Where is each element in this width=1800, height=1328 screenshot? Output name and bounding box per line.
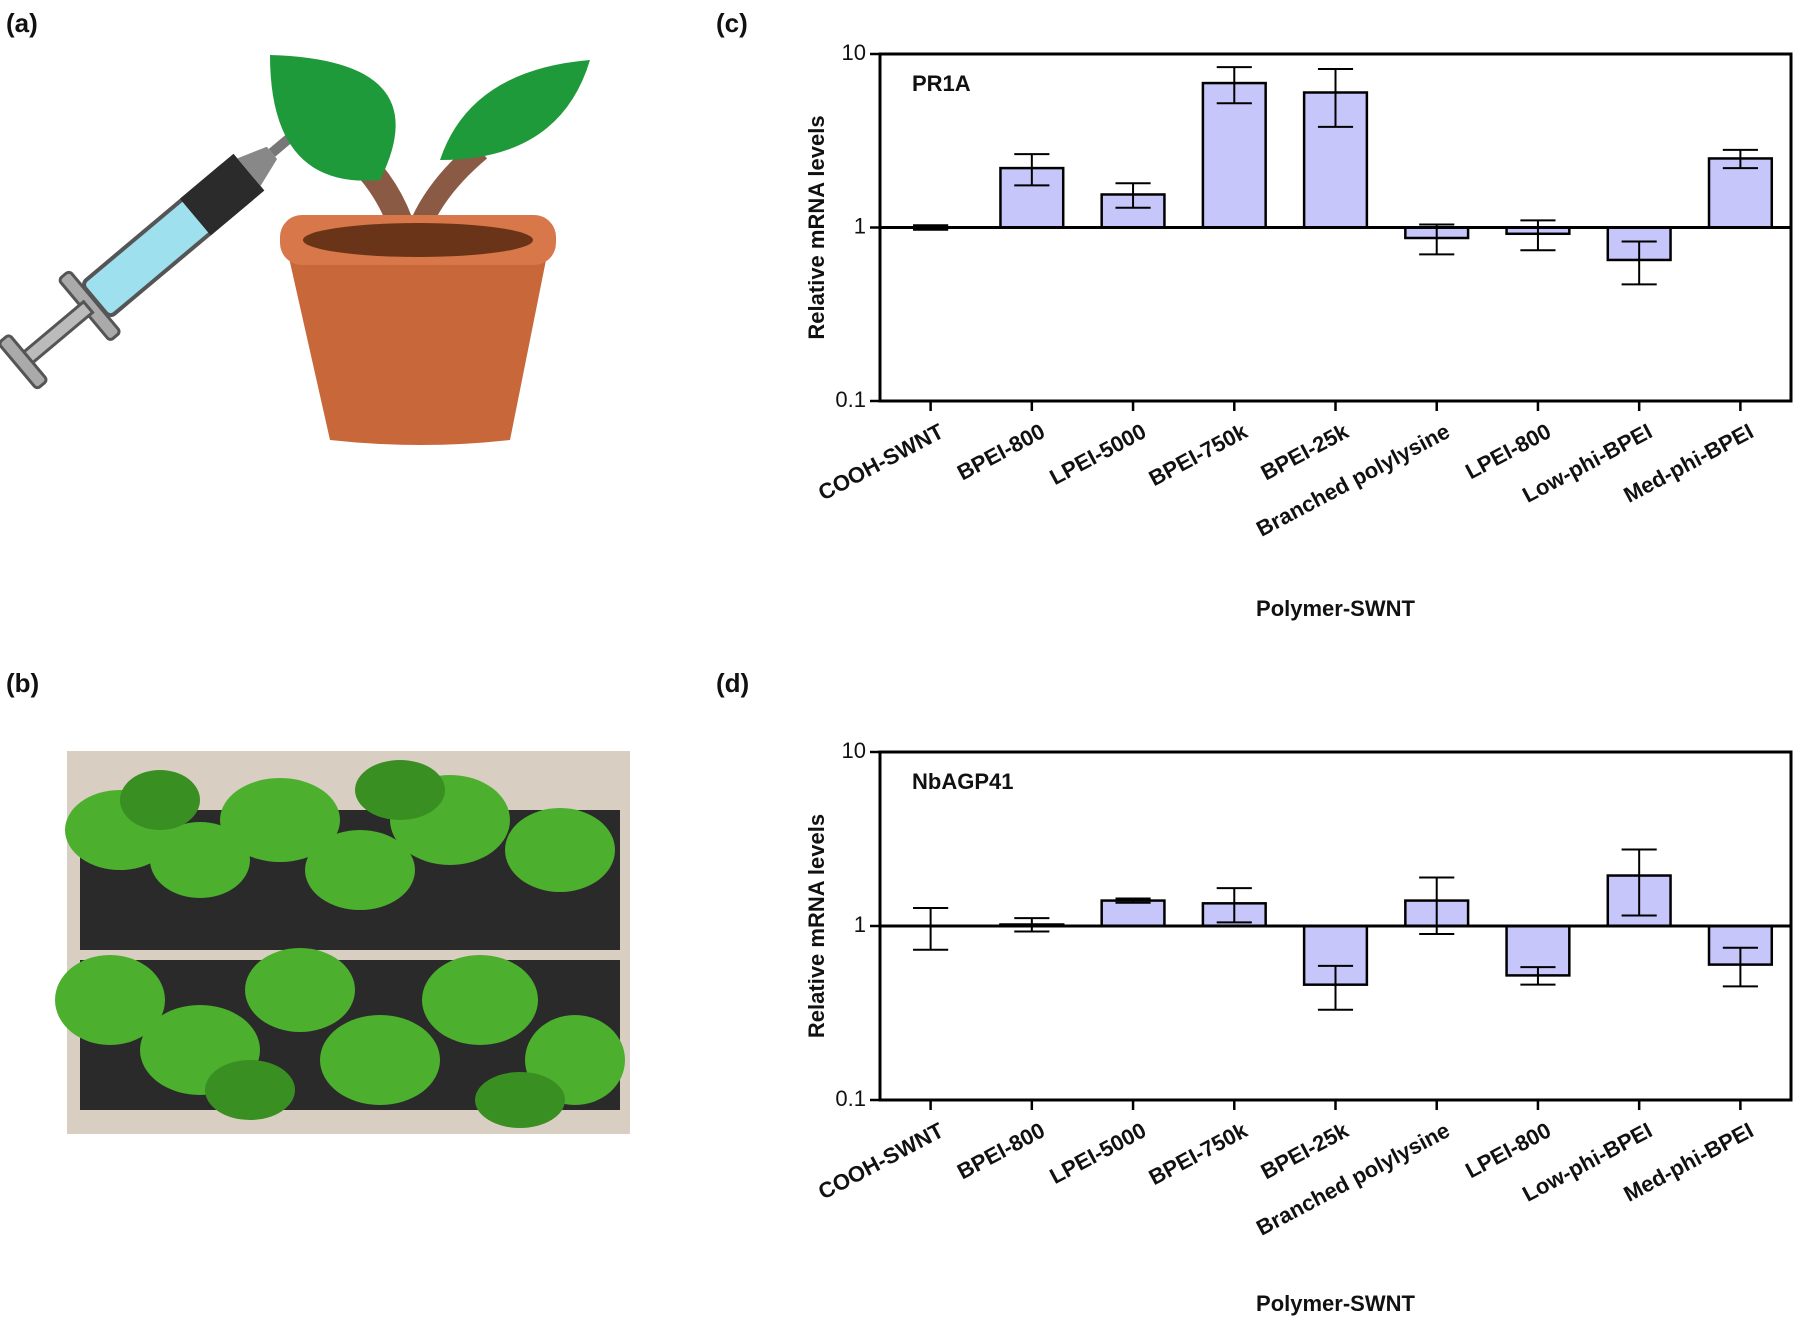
bar bbox=[1201, 81, 1267, 229]
error-bar bbox=[1621, 848, 1657, 917]
bar bbox=[1100, 899, 1166, 928]
y-tick-label: 1 bbox=[854, 213, 866, 238]
error-bar bbox=[913, 906, 949, 951]
y-axis-label: Relative mRNA levels bbox=[804, 814, 829, 1038]
x-tick-label: LPEI-5000 bbox=[1046, 418, 1151, 489]
error-bar bbox=[1317, 67, 1354, 128]
illustration bbox=[0, 55, 590, 445]
plot-frame bbox=[878, 750, 1793, 1102]
x-tick-label: BPEI-750k bbox=[1145, 418, 1252, 491]
error-bar bbox=[1621, 240, 1657, 286]
x-tick-label: BPEI-750k bbox=[1145, 1117, 1252, 1190]
x-axis-label: Polymer-SWNT bbox=[1256, 1291, 1415, 1316]
error-bar bbox=[1520, 219, 1556, 252]
y-tick-label: 0.1 bbox=[835, 387, 866, 412]
x-tick-label: LPEI-5000 bbox=[1046, 1117, 1151, 1188]
panel-label: (d) bbox=[716, 668, 749, 698]
panel-label: (b) bbox=[6, 668, 39, 698]
panel-label: (a) bbox=[6, 8, 38, 38]
x-tick-label: Branched polylysine bbox=[1252, 1117, 1454, 1240]
error-bar bbox=[1216, 66, 1252, 105]
chart-title: NbAGP41 bbox=[912, 769, 1013, 794]
x-axis-label: Polymer-SWNT bbox=[1256, 596, 1415, 621]
error-bar bbox=[1216, 887, 1252, 924]
plot-frame bbox=[878, 52, 1793, 403]
y-tick-label: 0.1 bbox=[835, 1086, 866, 1111]
x-tick-label: BPEI-800 bbox=[953, 418, 1049, 485]
error-bar bbox=[1115, 182, 1151, 209]
photo bbox=[55, 751, 630, 1134]
error-bar bbox=[1419, 223, 1455, 256]
error-bar bbox=[1722, 148, 1758, 170]
chart-title: PR1A bbox=[912, 71, 971, 96]
x-tick-label: COOH-SWNT bbox=[814, 1117, 948, 1204]
y-tick-label: 10 bbox=[842, 40, 866, 65]
panel-label: (c) bbox=[716, 8, 748, 38]
error-bar bbox=[1317, 964, 1354, 1011]
x-tick-label: Branched polylysine bbox=[1252, 418, 1454, 541]
x-tick-label: BPEI-800 bbox=[953, 1117, 1049, 1184]
error-bar bbox=[1520, 966, 1556, 986]
y-axis-label: Relative mRNA levels bbox=[804, 115, 829, 339]
error-bar bbox=[1115, 897, 1151, 904]
y-tick-label: 1 bbox=[854, 912, 866, 937]
error-bar bbox=[1722, 946, 1758, 988]
y-tick-label: 10 bbox=[842, 738, 866, 763]
x-tick-label: COOH-SWNT bbox=[814, 418, 948, 505]
error-bar bbox=[1014, 153, 1050, 187]
